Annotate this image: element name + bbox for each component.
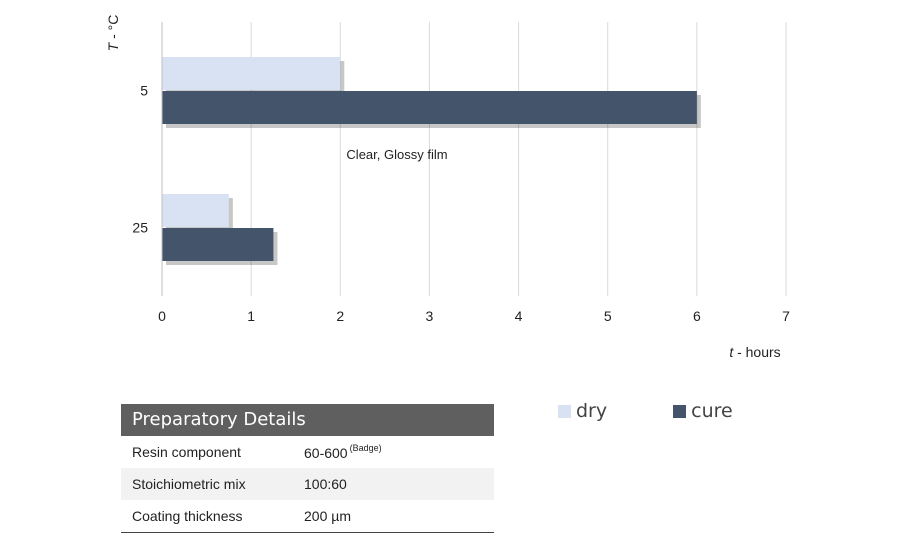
details-label: Resin component [132, 444, 241, 460]
details-row-thickness: Coating thickness 200 µm [121, 500, 494, 532]
legend-label-dry: dry [576, 400, 608, 422]
legend-swatch-cure [673, 404, 687, 418]
legend-item-cure: cure [673, 400, 733, 422]
details-bottom-rule [121, 532, 494, 533]
y-category-label: 25 [132, 220, 148, 236]
x-tick-label: 0 [158, 308, 166, 324]
details-row-stoichiometric: Stoichiometric mix 100:60 [121, 468, 494, 500]
bar-cure-25 [162, 228, 274, 261]
x-tick-labels: 0 1 2 3 4 5 6 7 [158, 308, 790, 324]
x-axis-title-symbol: t [729, 344, 734, 360]
details-value-note: (Badge) [349, 443, 382, 453]
x-tick-label: 4 [515, 308, 523, 324]
x-tick-label: 2 [336, 308, 344, 324]
bar-chart: 0 1 2 3 4 5 6 7 5 25 Clear, Glossy film t - hour… [105, 15, 790, 360]
x-tick-label: 5 [604, 308, 612, 324]
legend-swatch-dry [558, 404, 571, 418]
y-axis-title: T - °C [105, 15, 121, 52]
bar-cure-5 [162, 91, 697, 124]
legend-item-dry: dry [558, 400, 607, 422]
details-row-resin: Resin component 60-600 (Badge) [121, 436, 494, 468]
bar-dry-5 [162, 57, 341, 90]
details-value: 100:60 [304, 476, 347, 492]
x-tick-label: 1 [247, 308, 255, 324]
details-value: 200 µm [304, 508, 351, 524]
y-category-label: 5 [140, 83, 148, 99]
y-axis-title-unit: - °C [105, 15, 121, 43]
legend-label-cure: cure [691, 400, 733, 422]
x-tick-label: 3 [426, 308, 434, 324]
x-axis-title: t - hours [729, 344, 780, 360]
preparatory-details-table: Preparatory Details Resin component 60-6… [121, 404, 494, 533]
details-title: Preparatory Details [121, 404, 494, 436]
y-axis-title-symbol: T [105, 41, 121, 51]
details-label: Coating thickness [132, 508, 243, 524]
x-tick-label: 6 [693, 308, 701, 324]
chart-legend: dry cure [558, 400, 799, 422]
y-category-labels: 5 25 [132, 83, 148, 236]
chart-annotation: Clear, Glossy film [346, 147, 447, 162]
bars [162, 57, 701, 265]
x-tick-label: 7 [782, 308, 790, 324]
details-label: Stoichiometric mix [132, 476, 246, 492]
x-axis-title-unit: - hours [733, 344, 780, 360]
details-value: 60-600 (Badge) [304, 443, 494, 461]
bar-dry-25 [162, 194, 229, 227]
details-value-text: 60-600 [304, 445, 348, 461]
